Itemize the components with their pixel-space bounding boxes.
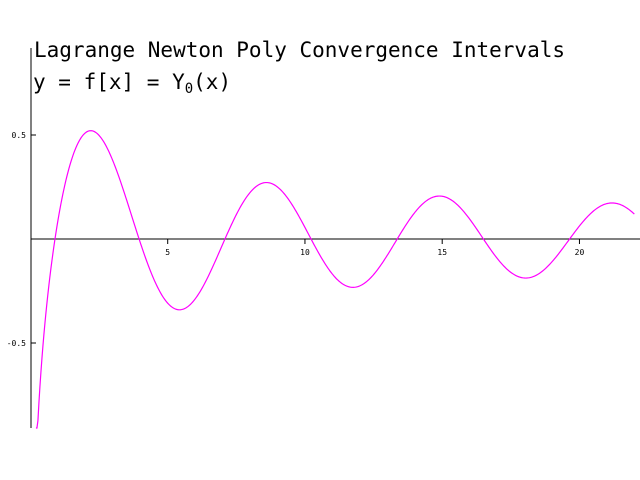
y-tick-label: 0.5 bbox=[12, 131, 27, 140]
chart-title: Lagrange Newton Poly Convergence Interva… bbox=[34, 38, 565, 62]
x-tick-label: 5 bbox=[165, 248, 170, 257]
y-tick-label: -0.5 bbox=[7, 339, 26, 348]
ticks: 5 10 15 20 0.5 -0.5 bbox=[7, 131, 585, 348]
series-line bbox=[35, 130, 635, 429]
x-tick-label: 15 bbox=[437, 248, 447, 257]
x-tick-label: 10 bbox=[300, 248, 310, 257]
chart-subtitle: y = f[x] = Y0(x) bbox=[33, 70, 231, 97]
axes bbox=[30, 48, 640, 428]
x-tick-label: 20 bbox=[575, 248, 585, 257]
